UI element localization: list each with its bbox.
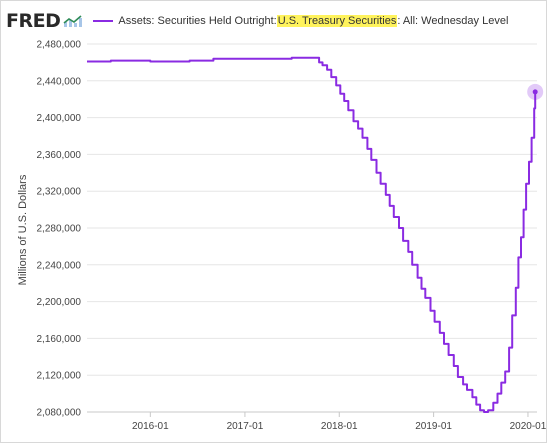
y-tick-label: 2,200,000 [37,297,82,308]
y-tick-label: 2,360,000 [37,150,82,161]
y-tick-label: 2,400,000 [37,113,82,124]
y-tick-label: 2,120,000 [37,371,82,382]
legend-prefix: Assets: Securities Held Outright: [118,15,277,27]
chart-legend[interactable]: Assets: Securities Held Outright: U.S. T… [93,15,508,27]
logo-text: FRED [6,10,61,32]
y-tick-label: 2,240,000 [37,260,82,271]
y-tick-label: 2,320,000 [37,187,82,198]
legend-highlight: U.S. Treasury Securities [276,15,398,27]
legend-swatch [93,20,114,22]
y-tick-label: 2,480,000 [37,40,82,51]
x-tick-label: 2020-01 [510,421,547,432]
x-tick-label: 2019-01 [415,421,452,432]
trend-line-icon [63,15,83,27]
series-line [87,56,537,413]
highlight-point [532,89,538,95]
y-tick-label: 2,280,000 [37,224,82,235]
y-tick-label: 2,080,000 [37,408,82,419]
chart-header: FRED Assets: Securities Held Outright: U… [6,9,508,33]
x-tick-label: 2018-01 [321,421,358,432]
x-tick-label: 2016-01 [132,421,169,432]
x-tick-label: 2017-01 [227,421,264,432]
y-tick-label: 2,160,000 [37,334,82,345]
fred-logo[interactable]: FRED [6,10,83,32]
y-tick-label: 2,440,000 [37,76,82,87]
legend-suffix: : All: Wednesday Level [397,15,509,27]
